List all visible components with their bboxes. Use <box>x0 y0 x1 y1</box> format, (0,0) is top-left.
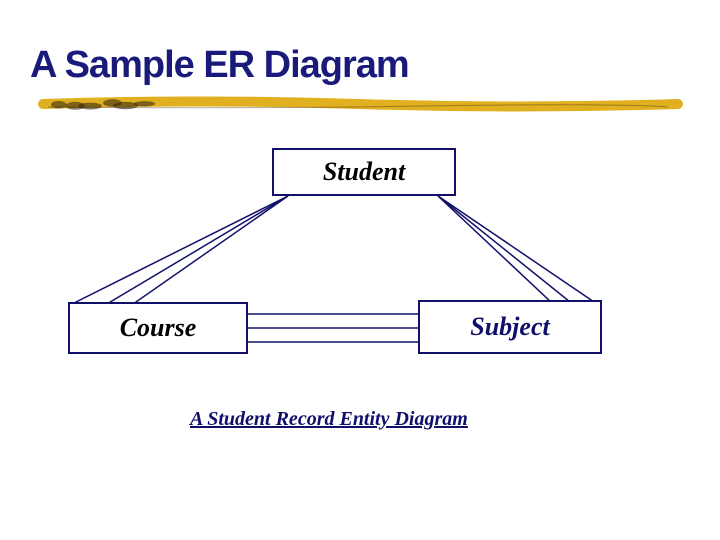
entity-course: Course <box>68 302 248 354</box>
entity-subject-label: Subject <box>470 312 549 342</box>
entity-student-label: Student <box>323 157 405 187</box>
divider-stroke <box>38 89 698 119</box>
diagram-caption: A Student Record Entity Diagram <box>190 408 468 431</box>
page-title: A Sample ER Diagram <box>30 44 409 87</box>
entity-subject: Subject <box>418 300 602 354</box>
entity-course-label: Course <box>120 313 197 343</box>
entity-student: Student <box>272 148 456 196</box>
